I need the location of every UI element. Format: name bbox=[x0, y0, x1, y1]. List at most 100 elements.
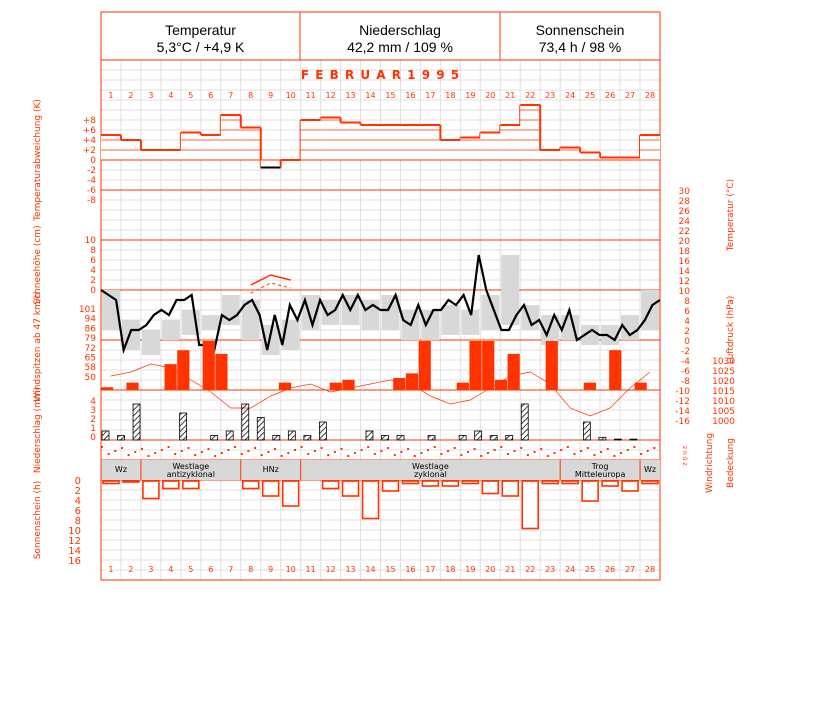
temp-deviation-bar bbox=[140, 150, 161, 160]
wind-gust-bar bbox=[482, 341, 495, 390]
weather-types bbox=[100, 460, 660, 480]
wind-gust-bar bbox=[545, 341, 558, 390]
temp-deviation-bar bbox=[580, 152, 601, 160]
temp-dev-tick: -6 bbox=[87, 186, 96, 196]
wind-direction-dot bbox=[500, 446, 503, 448]
wind-direction-dot bbox=[613, 455, 616, 457]
wind-direction-dot bbox=[154, 452, 157, 454]
axis-title-left: Schneehöhe (cm) bbox=[33, 225, 43, 304]
temperature-range-bar bbox=[141, 330, 160, 355]
temperature-range-bar bbox=[461, 310, 480, 335]
wind-direction-dot bbox=[653, 447, 656, 449]
day-label-bottom: 14 bbox=[365, 565, 375, 574]
sun-tick: 14 bbox=[68, 546, 81, 557]
day-label-top: 5 bbox=[188, 91, 193, 100]
wind-direction-dot bbox=[340, 448, 343, 450]
day-label-top: 11 bbox=[306, 91, 316, 100]
day-label-top: 18 bbox=[445, 91, 455, 100]
wind-direction-dot bbox=[187, 447, 190, 449]
precip-tick: 2 bbox=[90, 415, 96, 425]
snow-tick: 6 bbox=[90, 256, 96, 266]
wind-tick: 72 bbox=[85, 344, 96, 354]
wind-direction-dot bbox=[207, 448, 210, 450]
day-label-top: 12 bbox=[325, 91, 335, 100]
precipitation-bar bbox=[381, 435, 389, 441]
day-label-top: 10 bbox=[286, 91, 296, 100]
day-label-bottom: 24 bbox=[565, 565, 575, 574]
sunshine-bar bbox=[541, 480, 559, 485]
sun-tick: 6 bbox=[75, 506, 81, 517]
wind-direction-dot bbox=[553, 452, 556, 454]
temp-deviation-bar bbox=[540, 150, 561, 160]
temp-deviation-bar bbox=[360, 125, 381, 160]
precipitation-bar bbox=[598, 436, 607, 441]
day-label-bottom: 19 bbox=[465, 565, 475, 574]
wind-direction-dot bbox=[526, 454, 529, 456]
wind-direction-dot bbox=[327, 454, 330, 456]
sunshine-bar bbox=[281, 480, 300, 507]
wind-gust-bar bbox=[494, 379, 508, 390]
wind-direction-dot bbox=[427, 449, 430, 451]
temp-dev-tick: +6 bbox=[83, 126, 97, 136]
wind-direction-dot bbox=[467, 451, 470, 453]
day-label-top: 7 bbox=[228, 91, 233, 100]
wind-direction-dot bbox=[147, 455, 150, 457]
wind-direction-dot bbox=[313, 450, 316, 452]
temperature-tick: 0 bbox=[684, 337, 690, 347]
sunshine-bar bbox=[142, 480, 160, 500]
sunshine-bar bbox=[601, 480, 619, 487]
temperature-tick: -16 bbox=[675, 417, 690, 427]
day-label-top: 23 bbox=[545, 91, 555, 100]
temperature-tick: 10 bbox=[679, 287, 691, 297]
wind-direction-dot bbox=[367, 446, 370, 448]
temp-deviation-bar bbox=[500, 125, 521, 160]
precipitation-bar bbox=[520, 403, 529, 441]
precip-tick: 1 bbox=[90, 424, 96, 434]
temperature-tick: 20 bbox=[679, 237, 691, 247]
temp-deviation-bar bbox=[220, 115, 241, 160]
wind-tick: 101 bbox=[79, 305, 96, 315]
sunshine-bar bbox=[361, 480, 380, 520]
wind-direction-dot bbox=[573, 453, 576, 455]
wind-direction-dot bbox=[560, 449, 563, 451]
wind-gust-bar bbox=[101, 387, 114, 390]
weather-type-label: zyklonal bbox=[414, 470, 447, 479]
axis-title-right: Luftdruck (hPa) bbox=[726, 296, 736, 365]
wind-direction-dot bbox=[174, 453, 177, 455]
precipitation-bar bbox=[505, 435, 514, 441]
temperature-range-bar bbox=[581, 325, 600, 345]
wind-direction-dot bbox=[380, 450, 383, 452]
wind-direction-dot bbox=[460, 454, 463, 456]
day-label-top: 9 bbox=[268, 91, 273, 100]
temperature-tick: 22 bbox=[679, 227, 690, 237]
day-label-bottom: 21 bbox=[505, 565, 515, 574]
temp-deviation-bar bbox=[200, 135, 221, 160]
header-sunshine: Sonnenschein 73,4 h / 98 % bbox=[500, 12, 660, 60]
day-label-top: 17 bbox=[425, 91, 435, 100]
wind-direction-dot bbox=[407, 448, 410, 450]
header-sunshine-value: 73,4 h / 98 % bbox=[538, 39, 622, 55]
weather-type-label: Wz bbox=[644, 465, 656, 474]
wind-direction-dot bbox=[260, 454, 263, 456]
pressure-tick: 1005 bbox=[712, 407, 735, 417]
wind-direction-dot bbox=[473, 448, 476, 450]
wind-direction-dot bbox=[267, 451, 270, 453]
sunshine-bar bbox=[261, 480, 280, 497]
wind-direction-dot bbox=[453, 447, 456, 449]
temperature-tick: 18 bbox=[679, 247, 691, 257]
temperature-range-bar bbox=[201, 315, 220, 330]
wind-direction-dot bbox=[254, 447, 257, 449]
sunshine-bar bbox=[421, 480, 440, 487]
day-label-top: 14 bbox=[365, 91, 375, 100]
precipitation-bar bbox=[365, 430, 374, 441]
temperature-tick: 30 bbox=[679, 187, 691, 197]
sun-tick: 2 bbox=[75, 486, 81, 497]
header-temperature: Temperatur 5,3°C / +4,9 K bbox=[101, 12, 300, 60]
wind-direction-dot bbox=[593, 454, 596, 456]
day-label-bottom: 26 bbox=[605, 565, 615, 574]
precipitation-bar bbox=[117, 435, 125, 441]
sunshine-bar bbox=[381, 480, 400, 492]
temperature-tick: -8 bbox=[681, 377, 690, 387]
axis-title-right: Windrichtung bbox=[705, 433, 715, 493]
